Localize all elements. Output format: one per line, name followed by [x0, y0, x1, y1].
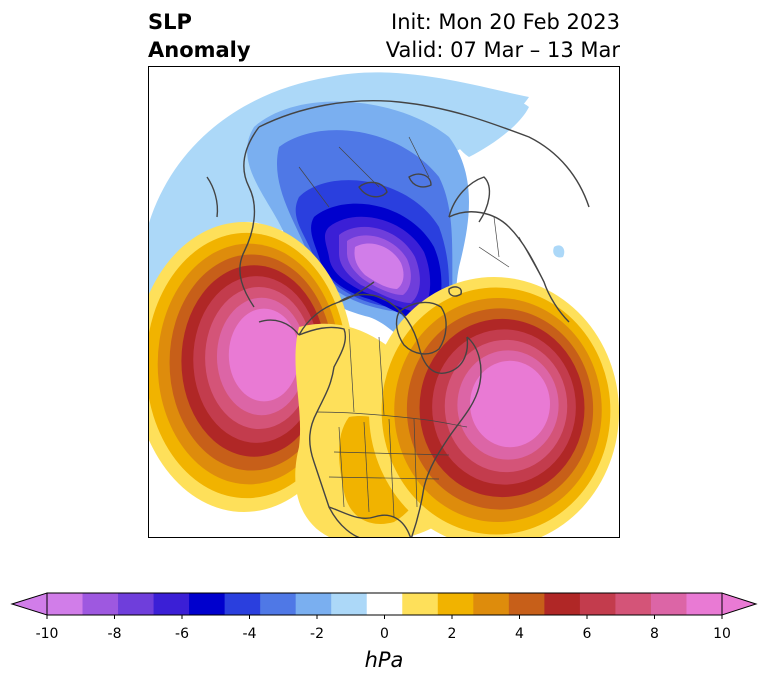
colorbar-bin	[686, 593, 723, 615]
political-border	[298, 166, 330, 208]
colorbar-extend-max	[721, 592, 758, 616]
coastline	[410, 336, 482, 537]
political-border	[478, 246, 510, 268]
colorbar-tick-label: -6	[175, 626, 189, 642]
negative-anomaly-eurasia	[447, 95, 529, 157]
political-border	[348, 328, 355, 413]
political-border	[518, 236, 545, 283]
field-kind-label: Anomaly	[148, 38, 251, 62]
colorbar-bin	[615, 593, 652, 615]
colorbar-bin	[260, 593, 297, 615]
colorbar-tick-label: -10	[35, 626, 59, 642]
colorbar-bin	[189, 593, 226, 615]
colorbar-bin	[508, 593, 545, 615]
colorbar-bin	[153, 593, 190, 615]
political-border	[338, 426, 345, 508]
map-panel	[148, 66, 620, 538]
valid-range-label: Valid: 07 Mar – 13 Mar	[385, 38, 620, 62]
coastline	[258, 100, 590, 208]
colorbar-tick-label: -8	[107, 626, 122, 642]
colorbar-bin	[579, 593, 616, 615]
political-border	[493, 216, 500, 258]
atlantic-high-contour	[482, 371, 542, 435]
colorbar-tick-label: -4	[242, 626, 257, 642]
variable-label: SLP	[148, 10, 192, 34]
colorbar-tick-label: 10	[713, 626, 731, 642]
slp-anomaly-map	[149, 67, 619, 537]
colorbar-bin	[295, 593, 332, 615]
coastline	[338, 293, 469, 374]
colorbar-bin	[437, 593, 474, 615]
political-border	[378, 336, 385, 416]
coastline	[448, 286, 462, 297]
negative-anomaly-small	[553, 245, 565, 258]
init-date-label: Init: Mon 20 Feb 2023	[391, 10, 620, 34]
political-border	[328, 476, 440, 480]
anomaly-field	[149, 72, 619, 537]
colorbar-tick-label: -2	[310, 626, 324, 642]
colorbar-bin	[47, 593, 84, 615]
political-border	[413, 418, 418, 508]
coastline	[328, 506, 411, 537]
pacific-high-contour	[240, 319, 293, 388]
colorbar-bin	[402, 593, 439, 615]
colorbar	[10, 592, 758, 619]
colorbar-bin	[366, 593, 403, 615]
colorbar-bin	[331, 593, 368, 615]
map-title-left: SLP Anomaly	[148, 8, 251, 64]
coastline	[206, 176, 219, 218]
colorbar-tick-label: 0	[380, 626, 389, 642]
colorbar-bin	[82, 593, 119, 615]
colorbar-tick-label: 8	[650, 626, 659, 642]
coastline	[408, 173, 432, 188]
colorbar-bin	[544, 593, 581, 615]
political-border	[316, 411, 468, 428]
coastline	[448, 211, 570, 323]
political-border	[363, 421, 370, 513]
colorbar-bin	[473, 593, 510, 615]
map-title-right: Init: Mon 20 Feb 2023 Valid: 07 Mar – 13…	[386, 8, 620, 64]
political-border	[388, 418, 395, 518]
coastline	[395, 301, 447, 355]
colorbar-tick-label: 2	[447, 626, 457, 642]
political-border	[338, 146, 380, 188]
political-border	[408, 136, 430, 178]
colorbar-bin	[650, 593, 687, 615]
colorbar-unit-label: hPa	[364, 648, 404, 672]
coastline	[448, 176, 491, 223]
coastline	[358, 181, 388, 198]
coastline	[239, 126, 260, 308]
political-border	[333, 451, 450, 456]
colorbar-tick-label: 4	[515, 626, 524, 642]
colorbar-tick-label: 6	[582, 626, 592, 642]
arctic-low-contour	[354, 243, 404, 289]
coastlines-and-borders	[206, 100, 590, 537]
colorbar-bin	[118, 593, 155, 615]
colorbar-extend-min	[10, 592, 48, 616]
colorbar-bin	[224, 593, 261, 615]
